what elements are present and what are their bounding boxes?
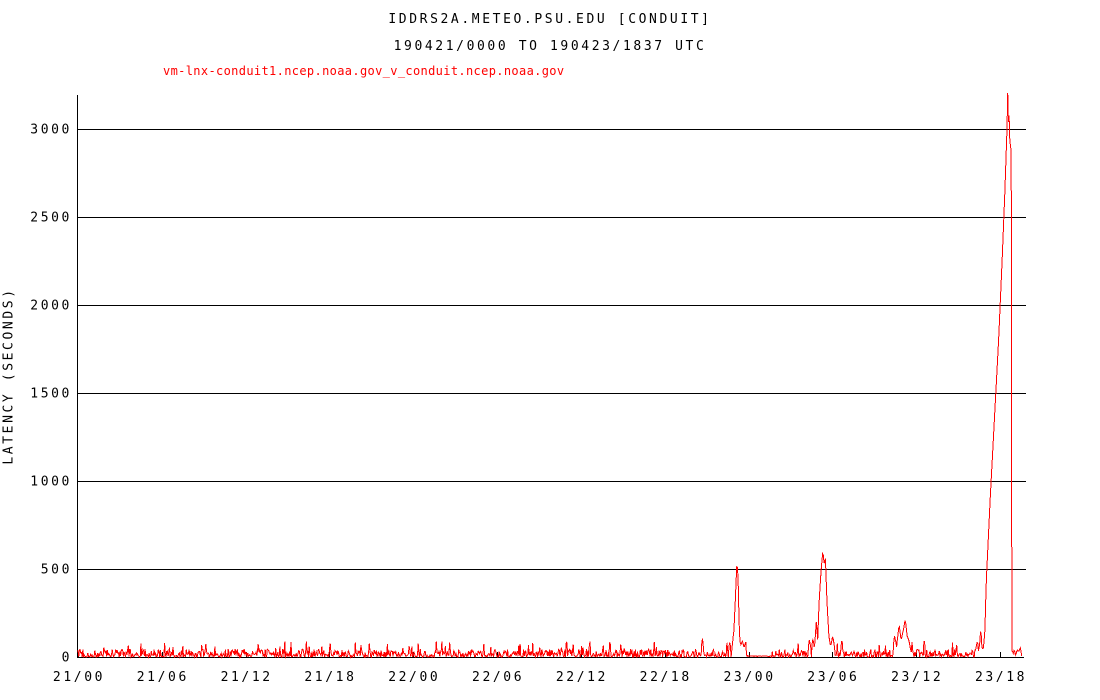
y-tick-label-1500: 1500: [30, 387, 72, 402]
x-tick-label-23-06: 23/06: [807, 670, 859, 685]
x-tick-label-23-18: 23/18: [975, 670, 1027, 685]
x-tick-label-22-12: 22/12: [556, 670, 608, 685]
y-tick-label-2000: 2000: [30, 299, 72, 314]
y-tick-label-1000: 1000: [30, 475, 72, 490]
x-tick-label-21-12: 21/12: [221, 670, 273, 685]
x-tick-label-23-00: 23/00: [723, 670, 775, 685]
chart-title: IDDRS2A.METEO.PSU.EDU [CONDUIT]: [388, 12, 712, 27]
y-tick-label-500: 500: [41, 563, 72, 578]
x-tick-label-22-18: 22/18: [640, 670, 692, 685]
chart-subtitle: 190421/0000 TO 190423/1837 UTC: [393, 39, 707, 54]
x-tick-label-21-00: 21/00: [53, 670, 105, 685]
x-tick-label-21-18: 21/18: [304, 670, 356, 685]
x-tick-label-22-00: 22/00: [388, 670, 440, 685]
x-tick-label-23-12: 23/12: [891, 670, 943, 685]
y-tick-label-3000: 3000: [30, 123, 72, 138]
y-tick-label-2500: 2500: [30, 211, 72, 226]
latency-series-line: [77, 92, 1023, 659]
y-tick-label-0: 0: [62, 651, 72, 666]
x-tick-label-21-06: 21/06: [137, 670, 189, 685]
legend-series-label: vm-lnx-conduit1.ncep.noaa.gov_v_conduit.…: [163, 64, 565, 78]
x-tick-label-22-06: 22/06: [472, 670, 524, 685]
